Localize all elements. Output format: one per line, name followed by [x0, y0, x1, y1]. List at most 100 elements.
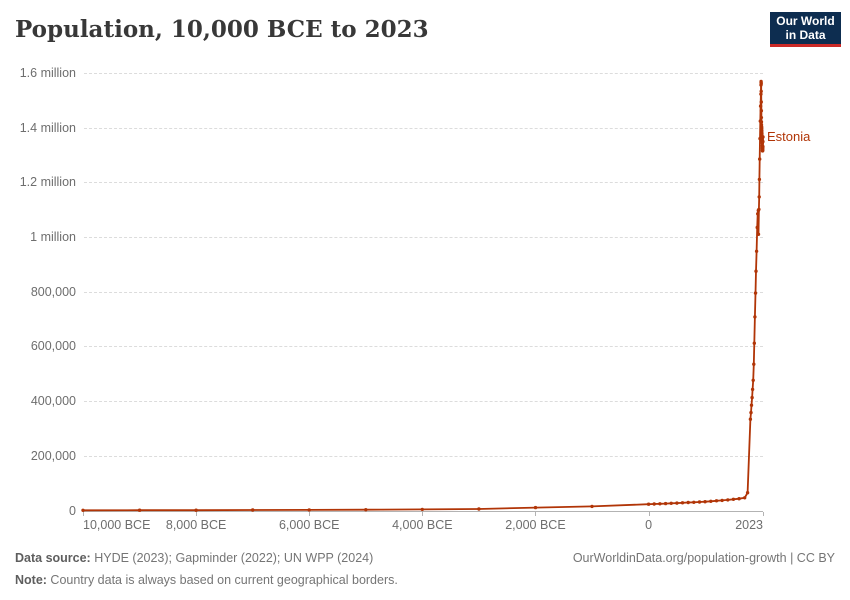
x-axis-line: [83, 510, 763, 512]
horizontal-gridline: [84, 455, 763, 457]
data-point-marker: [533, 505, 538, 510]
x-axis-tick-label: 2,000 BCE: [505, 517, 566, 532]
data-point-marker: [692, 500, 696, 504]
data-point-marker: [726, 498, 730, 502]
owid-logo[interactable]: Our World in Data: [770, 12, 841, 47]
data-point-marker: [420, 507, 424, 512]
footer-citation-link[interactable]: OurWorldinData.org/population-growth | C…: [572, 551, 835, 565]
data-point-marker: [754, 269, 758, 273]
horizontal-gridline: [84, 73, 763, 74]
data-point-marker: [731, 497, 736, 501]
horizontal-gridline: [84, 182, 763, 184]
data-point-marker: [758, 157, 762, 161]
data-point-marker: [757, 195, 761, 199]
x-axis-tick-label: 0: [645, 517, 653, 532]
horizontal-gridline: [84, 237, 763, 239]
data-point-marker: [753, 291, 758, 295]
horizontal-gridline: [84, 346, 763, 348]
data-point-marker: [758, 104, 763, 108]
data-point-marker: [753, 315, 757, 319]
data-point-marker: [749, 410, 753, 415]
data-point-marker: [759, 82, 763, 86]
note-text: Country data is always based on current …: [46, 573, 398, 587]
data-point-marker: [737, 497, 741, 501]
footer-source-line: Data source: HYDE (2023); Gapminder (202…: [15, 547, 835, 569]
data-point-marker: [477, 507, 481, 511]
data-point-marker: [697, 500, 702, 504]
data-point-marker: [686, 500, 690, 505]
y-axis-tick-label: 1.6 million: [19, 66, 76, 80]
x-axis-tick-mark: [763, 511, 764, 516]
data-point-marker: [757, 207, 761, 212]
data-point-marker: [757, 177, 762, 182]
data-point-marker: [194, 508, 198, 512]
y-axis-tick-label: 1.2 million: [19, 175, 76, 190]
data-point-marker: [756, 232, 761, 236]
y-axis-tick-label: 200,000: [30, 448, 76, 463]
x-axis-tick-mark: [422, 511, 424, 516]
x-axis-tick-label: 4,000 BCE: [392, 517, 453, 532]
data-point-marker: [675, 501, 679, 505]
data-point-marker: [658, 502, 662, 506]
data-point-marker: [761, 139, 765, 144]
note-label: Note:: [15, 573, 47, 587]
data-point-marker: [652, 502, 656, 506]
data-point-marker: [752, 362, 756, 366]
y-axis-tick-label: 400,000: [30, 394, 76, 409]
data-point-marker: [759, 92, 763, 96]
source-text: HYDE (2023); Gapminder (2022); UN WPP (2…: [90, 551, 374, 565]
x-axis-tick-label: 8,000 BCE: [165, 517, 227, 532]
horizontal-gridline: [84, 127, 763, 129]
x-axis-tick-label: 6,000 BCE: [278, 517, 340, 532]
data-point-marker: [755, 225, 759, 230]
data-point-marker: [752, 341, 756, 345]
y-axis-tick-label: 0: [69, 503, 76, 518]
data-point-marker: [751, 378, 755, 382]
y-axis-tick-label: 600,000: [30, 339, 76, 354]
data-point-marker: [754, 249, 759, 253]
footer-source-note: Data source: HYDE (2023); Gapminder (202…: [15, 547, 835, 591]
y-axis-tick-label: 1 million: [30, 230, 76, 245]
x-axis-tick-mark: [648, 511, 650, 516]
y-axis-tick-label: 800,000: [30, 284, 76, 299]
chart-title: Population, 10,000 BCE to 2023: [15, 16, 429, 43]
data-point-marker: [759, 120, 764, 124]
x-axis-tick-mark: [83, 511, 84, 516]
data-point-marker: [759, 115, 764, 120]
line-series-estonia: [82, 81, 764, 512]
data-point-marker: [137, 508, 142, 512]
data-point-marker: [749, 403, 754, 407]
x-axis-tick-mark: [196, 511, 198, 516]
horizontal-gridline: [84, 291, 763, 293]
series-end-label-estonia: Estonia: [767, 128, 811, 144]
data-point-marker: [307, 508, 311, 512]
data-point-marker: [646, 502, 651, 506]
data-point-marker: [81, 508, 85, 512]
data-point-marker: [669, 501, 673, 505]
footer-note-line: Note: Country data is always based on cu…: [15, 569, 835, 591]
data-point-marker: [364, 508, 368, 512]
data-point-marker: [759, 89, 763, 94]
x-axis-tick-label: 2023: [735, 517, 763, 532]
data-point-marker: [590, 504, 594, 509]
data-point-marker: [703, 500, 707, 504]
data-point-marker: [714, 499, 719, 503]
data-point-marker: [663, 501, 668, 506]
data-point-marker: [709, 499, 713, 503]
data-point-marker: [750, 387, 755, 392]
x-axis-tick-mark: [309, 511, 311, 516]
data-point-marker: [720, 498, 724, 503]
x-axis-tick-mark: [535, 511, 537, 516]
data-point-marker: [680, 501, 685, 505]
data-point-marker: [761, 135, 765, 139]
data-point-marker: [759, 109, 764, 113]
data-point-marker: [251, 508, 255, 512]
data-point-marker: [745, 491, 750, 495]
y-axis-tick-label: 1.4 million: [19, 120, 76, 135]
data-point-marker: [759, 100, 763, 104]
data-point-marker: [748, 417, 753, 421]
owid-logo-line2: in Data: [785, 28, 826, 42]
data-point-marker: [761, 144, 765, 149]
